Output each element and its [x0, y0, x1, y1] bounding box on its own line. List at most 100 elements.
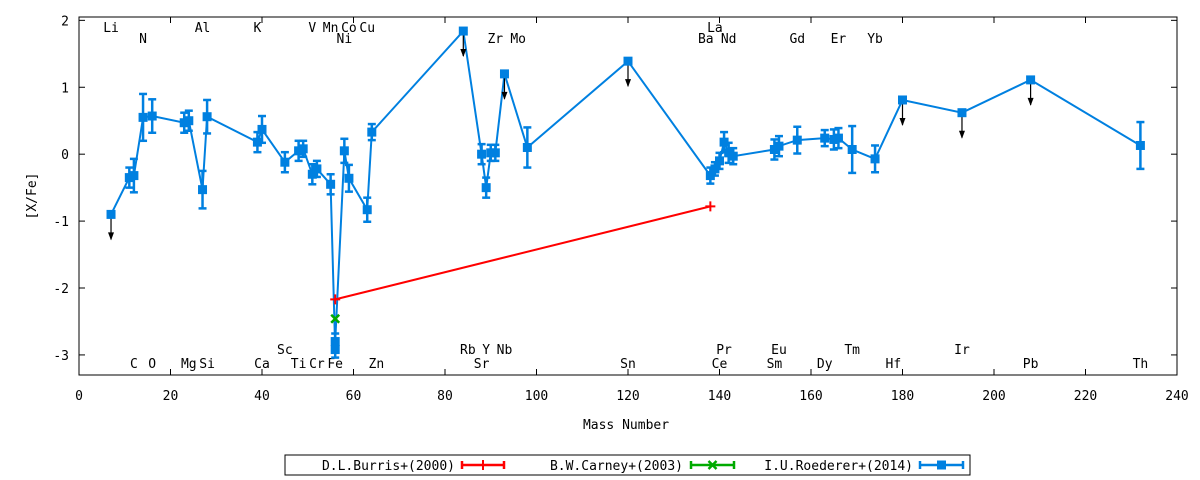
element-label: Eu [771, 343, 787, 358]
data-point-marker [312, 164, 322, 174]
x-tick-label: 100 [525, 389, 548, 404]
data-point-marker [198, 185, 208, 195]
data-point-marker [707, 460, 718, 470]
data-point-marker [307, 169, 317, 179]
x-tick-label: 60 [346, 389, 362, 404]
data-point-marker [705, 171, 715, 181]
data-point-marker [829, 134, 839, 144]
data-point-marker [820, 133, 830, 143]
element-label: Gd [789, 32, 805, 47]
data-point-marker [486, 148, 496, 158]
data-point-marker [1026, 75, 1036, 85]
data-point-marker [326, 179, 336, 189]
upper-limit-arrowhead [625, 79, 631, 88]
data-point-marker [367, 127, 377, 137]
element-label: Ce [712, 357, 728, 372]
data-point-marker [847, 144, 857, 154]
element-label: La [707, 21, 723, 36]
legend-box [284, 454, 971, 476]
data-point-marker [937, 460, 946, 470]
series-line [334, 205, 711, 301]
x-tick-label: 200 [982, 389, 1005, 404]
data-point-marker [769, 144, 779, 154]
series-line [110, 28, 1141, 350]
upper-limit-arrowhead [1027, 97, 1034, 106]
upper-limit-arrowhead [899, 117, 906, 126]
x-tick-label: 120 [616, 389, 639, 404]
element-label: Yb [867, 32, 883, 47]
element-label: Co [341, 21, 357, 36]
element-label: Si [199, 357, 215, 372]
data-point-marker [344, 173, 354, 183]
data-point-marker [257, 124, 267, 134]
x-axis-title: Mass Number [583, 418, 669, 433]
data-point-marker [202, 112, 212, 122]
data-point-marker [147, 111, 157, 121]
data-point-marker [298, 144, 308, 154]
data-point-marker [124, 173, 134, 183]
element-label: Mn [323, 21, 339, 36]
legend: D.L.Burris+(2000) B.W.Carney+(2003) I.U.Ro… [284, 454, 971, 476]
data-point-marker [477, 149, 487, 159]
axis-ticks: 0 20 40 60 80 100 120 140 160 180 200 220 240 -3 -2 -1 0… [53, 14, 1188, 404]
data-point-marker [833, 133, 843, 143]
series-layer [106, 26, 1145, 359]
element-label: O [148, 357, 156, 372]
data-point-marker [728, 151, 738, 161]
element-label: Rb [460, 343, 476, 358]
y-tick-label: 1 [61, 81, 69, 96]
data-point-marker [898, 95, 907, 105]
element-label: Zr [487, 32, 503, 47]
data-point-marker [458, 26, 468, 36]
data-point-marker [719, 137, 729, 147]
x-tick-label: 20 [163, 389, 179, 404]
data-point-marker [715, 156, 724, 166]
data-point-marker [362, 205, 372, 215]
y-axis-title: [X/Fe] [25, 173, 40, 220]
element-label: Ca [254, 357, 270, 372]
data-point-marker [106, 209, 116, 219]
element-label: Pr [716, 343, 732, 358]
element-label: K [254, 21, 262, 36]
element-label: Ti [291, 357, 307, 372]
element-label: Th [1133, 357, 1149, 372]
data-point-marker [490, 148, 500, 158]
legend-label: D.L.Burris+(2000) [322, 459, 455, 474]
data-point-marker [710, 164, 720, 174]
series-d-l-burris-2000- [330, 201, 716, 305]
element-label: Pb [1023, 357, 1039, 372]
series-b-w-carney-2003- [330, 313, 341, 324]
element-label: Sr [474, 357, 490, 372]
data-point-marker [294, 146, 304, 156]
element-label: Ni [337, 32, 353, 47]
element-label: N [139, 32, 147, 47]
element-label: Y [482, 343, 490, 358]
x-tick-label: 0 [75, 389, 83, 404]
x-tick-label: 160 [799, 389, 822, 404]
data-point-marker [138, 112, 148, 122]
element-label: Cr [309, 357, 325, 372]
data-point-marker [1135, 140, 1145, 150]
legend-label: I.U.Roederer+(2014) [764, 459, 913, 474]
data-point-marker [252, 137, 262, 147]
y-tick-label: -2 [53, 282, 69, 297]
data-point-marker [339, 146, 349, 156]
element-label: Dy [817, 357, 833, 372]
upper-limit-arrowhead [501, 91, 508, 100]
element-label: Sc [277, 343, 293, 358]
element-label: Tm [844, 343, 860, 358]
data-point-marker [280, 157, 290, 167]
upper-limit-arrowhead [108, 232, 115, 241]
element-label: Fe [327, 357, 343, 372]
data-point-marker [481, 183, 491, 193]
y-tick-label: 2 [61, 14, 69, 29]
element-label: C [130, 357, 138, 372]
data-point-marker [330, 337, 340, 347]
element-label: V [308, 21, 316, 36]
element-label: Nb [497, 343, 513, 358]
element-label: Sm [767, 357, 783, 372]
y-tick-label: -3 [53, 349, 69, 364]
data-point-marker [499, 69, 509, 79]
